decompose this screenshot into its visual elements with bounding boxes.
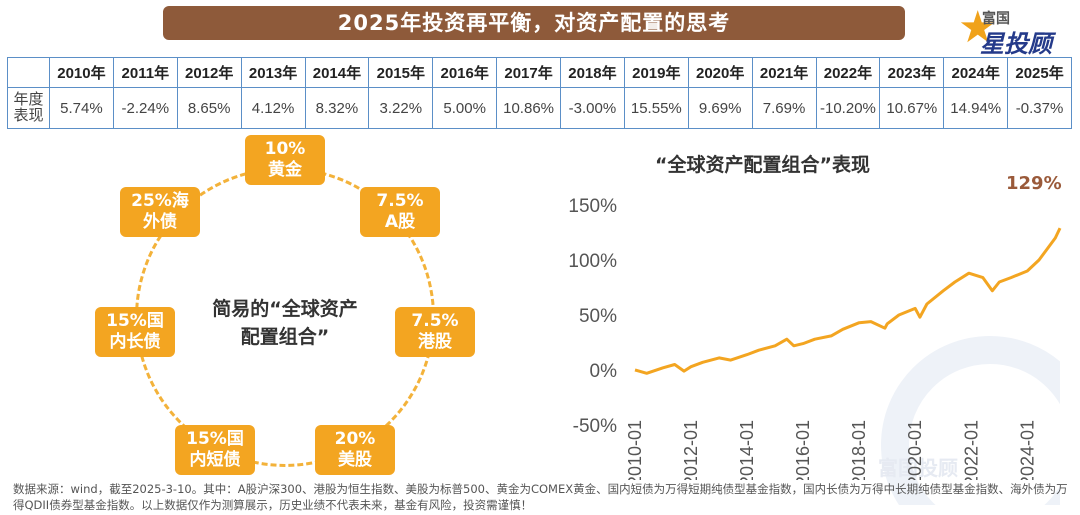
y-tick-label: 150% xyxy=(568,196,617,217)
brand-name-big: 星投顾 xyxy=(980,30,1052,58)
y-tick-label: 50% xyxy=(579,306,617,327)
brand-name-small: 富国 xyxy=(982,11,1010,27)
portfolio-allocation-diagram: 10% 黄金 7.5% A股 7.5% 港股 20% 美股 15%国 内短债 15%国 内长债 25%海… xyxy=(95,135,485,480)
year-header-12: 2022年 xyxy=(815,57,881,88)
x-tick-label: 2018-01 xyxy=(849,420,869,480)
x-tick-label: 2024-01 xyxy=(1017,420,1037,480)
footnote: 数据来源：wind，截至2025-3-10。其中：A股沪深300、港股为恒生指数… xyxy=(13,482,1068,512)
annual-return-cell: 15.55% xyxy=(623,87,689,129)
annual-return-cell: 8.32% xyxy=(304,87,370,129)
allocation-node: 25%海 外债 xyxy=(120,187,200,237)
year-header-15: 2025年 xyxy=(1007,57,1072,88)
year-header-13: 2023年 xyxy=(879,57,945,88)
x-tick-label: 2020-01 xyxy=(905,420,925,480)
portfolio-performance-line xyxy=(634,227,1062,375)
star-icon: ★ xyxy=(958,2,998,53)
annual-return-cell: 10.86% xyxy=(496,87,561,129)
x-tick-label: 2014-01 xyxy=(737,420,757,480)
allocation-percent: 20% xyxy=(334,429,376,449)
annual-return-cell: 8.65% xyxy=(176,87,242,129)
year-header-6: 2016年 xyxy=(432,57,498,88)
allocation-node: 15%国 内短债 xyxy=(175,425,255,475)
year-header-4: 2014年 xyxy=(304,57,370,88)
year-header-5: 2015年 xyxy=(368,57,434,88)
final-return-label: 129% xyxy=(1006,173,1062,194)
allocation-asset-name: 外债 xyxy=(143,212,177,232)
y-tick-label: 100% xyxy=(568,251,617,272)
annual-return-cell: 4.12% xyxy=(240,87,306,129)
table-header-row: 2010年 2011年 2012年 2013年 2014年 2015年 2016年 2017年… xyxy=(7,57,1072,88)
row-label-annual-performance: 年度 表现 xyxy=(7,87,50,129)
x-tick-label: 2016-01 xyxy=(793,420,813,480)
annual-return-cell: -2.24% xyxy=(112,87,178,129)
allocation-percent: 25%海 xyxy=(131,191,189,211)
allocation-asset-name: 美股 xyxy=(338,450,372,470)
annual-return-cell: 9.69% xyxy=(687,87,753,129)
x-tick-label: 2022-01 xyxy=(961,420,981,480)
year-header-14: 2024年 xyxy=(943,57,1009,88)
annual-return-cell: 14.94% xyxy=(943,87,1009,129)
year-header-0: 2010年 xyxy=(49,57,114,88)
x-tick-label: 2012-01 xyxy=(681,420,701,480)
allocation-node: 10% 黄金 xyxy=(245,135,325,185)
portfolio-line-chart: 150% 100% 50% 0% -50% 2010-01 2012-01 2014-01 20… xyxy=(568,196,1062,480)
y-tick-label: -50% xyxy=(573,416,617,437)
year-header-10: 2020年 xyxy=(687,57,753,88)
portfolio-center-label: 简易的“全球资产配置组合” xyxy=(212,298,358,348)
allocation-percent: 10% xyxy=(264,139,306,159)
x-tick-label: 2010-01 xyxy=(625,420,645,480)
annual-return-cell: 10.67% xyxy=(879,87,945,129)
allocation-percent: 15%国 xyxy=(186,429,244,449)
annual-return-cell: 5.00% xyxy=(432,87,498,129)
watermark-text: 富国投顾 xyxy=(878,456,958,480)
year-header-8: 2018年 xyxy=(560,57,625,88)
annual-return-cell: 5.74% xyxy=(49,87,114,129)
allocation-asset-name: 黄金 xyxy=(268,160,302,180)
allocation-percent: 15%国 xyxy=(106,311,164,331)
allocation-node: 15%国 内长债 xyxy=(95,307,175,357)
annual-return-cell: -0.37% xyxy=(1007,87,1072,129)
allocation-percent: 7.5% xyxy=(411,311,459,331)
annual-return-cell: -3.00% xyxy=(560,87,625,129)
table-row: 年度 表现 5.74% -2.24% 8.65% 4.12% 8.32% 3.22% 5.00… xyxy=(7,87,1072,129)
allocation-percent: 7.5% xyxy=(376,191,424,211)
year-header-2: 2012年 xyxy=(176,57,242,88)
year-header-3: 2013年 xyxy=(240,57,306,88)
y-tick-label: 0% xyxy=(590,361,618,382)
annual-return-cell: 3.22% xyxy=(368,87,434,129)
brand-logo: ★ 富国 星投顾 xyxy=(958,2,1070,59)
allocation-asset-name: 港股 xyxy=(418,332,452,352)
table-corner-cell xyxy=(7,57,50,88)
year-header-1: 2011年 xyxy=(112,57,178,88)
allocation-node: 20% 美股 xyxy=(315,425,395,475)
allocation-node: 7.5% 港股 xyxy=(395,307,475,357)
chart-title: “全球资产配置组合”表现 xyxy=(655,154,870,176)
annual-return-cell: 7.69% xyxy=(751,87,817,129)
allocation-asset-name: 内短债 xyxy=(189,450,241,470)
allocation-asset-name: 内长债 xyxy=(109,332,161,352)
allocation-asset-name: A股 xyxy=(384,212,416,232)
year-header-9: 2019年 xyxy=(623,57,689,88)
watermark-logo: 富国投顾 xyxy=(878,336,1060,505)
annual-return-cell: -10.20% xyxy=(815,87,881,129)
year-header-7: 2017年 xyxy=(496,57,561,88)
annual-performance-table: 2010年 2011年 2012年 2013年 2014年 2015年 2016年 2017年… xyxy=(7,57,1072,129)
year-header-11: 2021年 xyxy=(751,57,817,88)
allocation-node: 7.5% A股 xyxy=(360,187,440,237)
page-title: 2025年投资再平衡，对资产配置的思考 xyxy=(163,6,905,40)
